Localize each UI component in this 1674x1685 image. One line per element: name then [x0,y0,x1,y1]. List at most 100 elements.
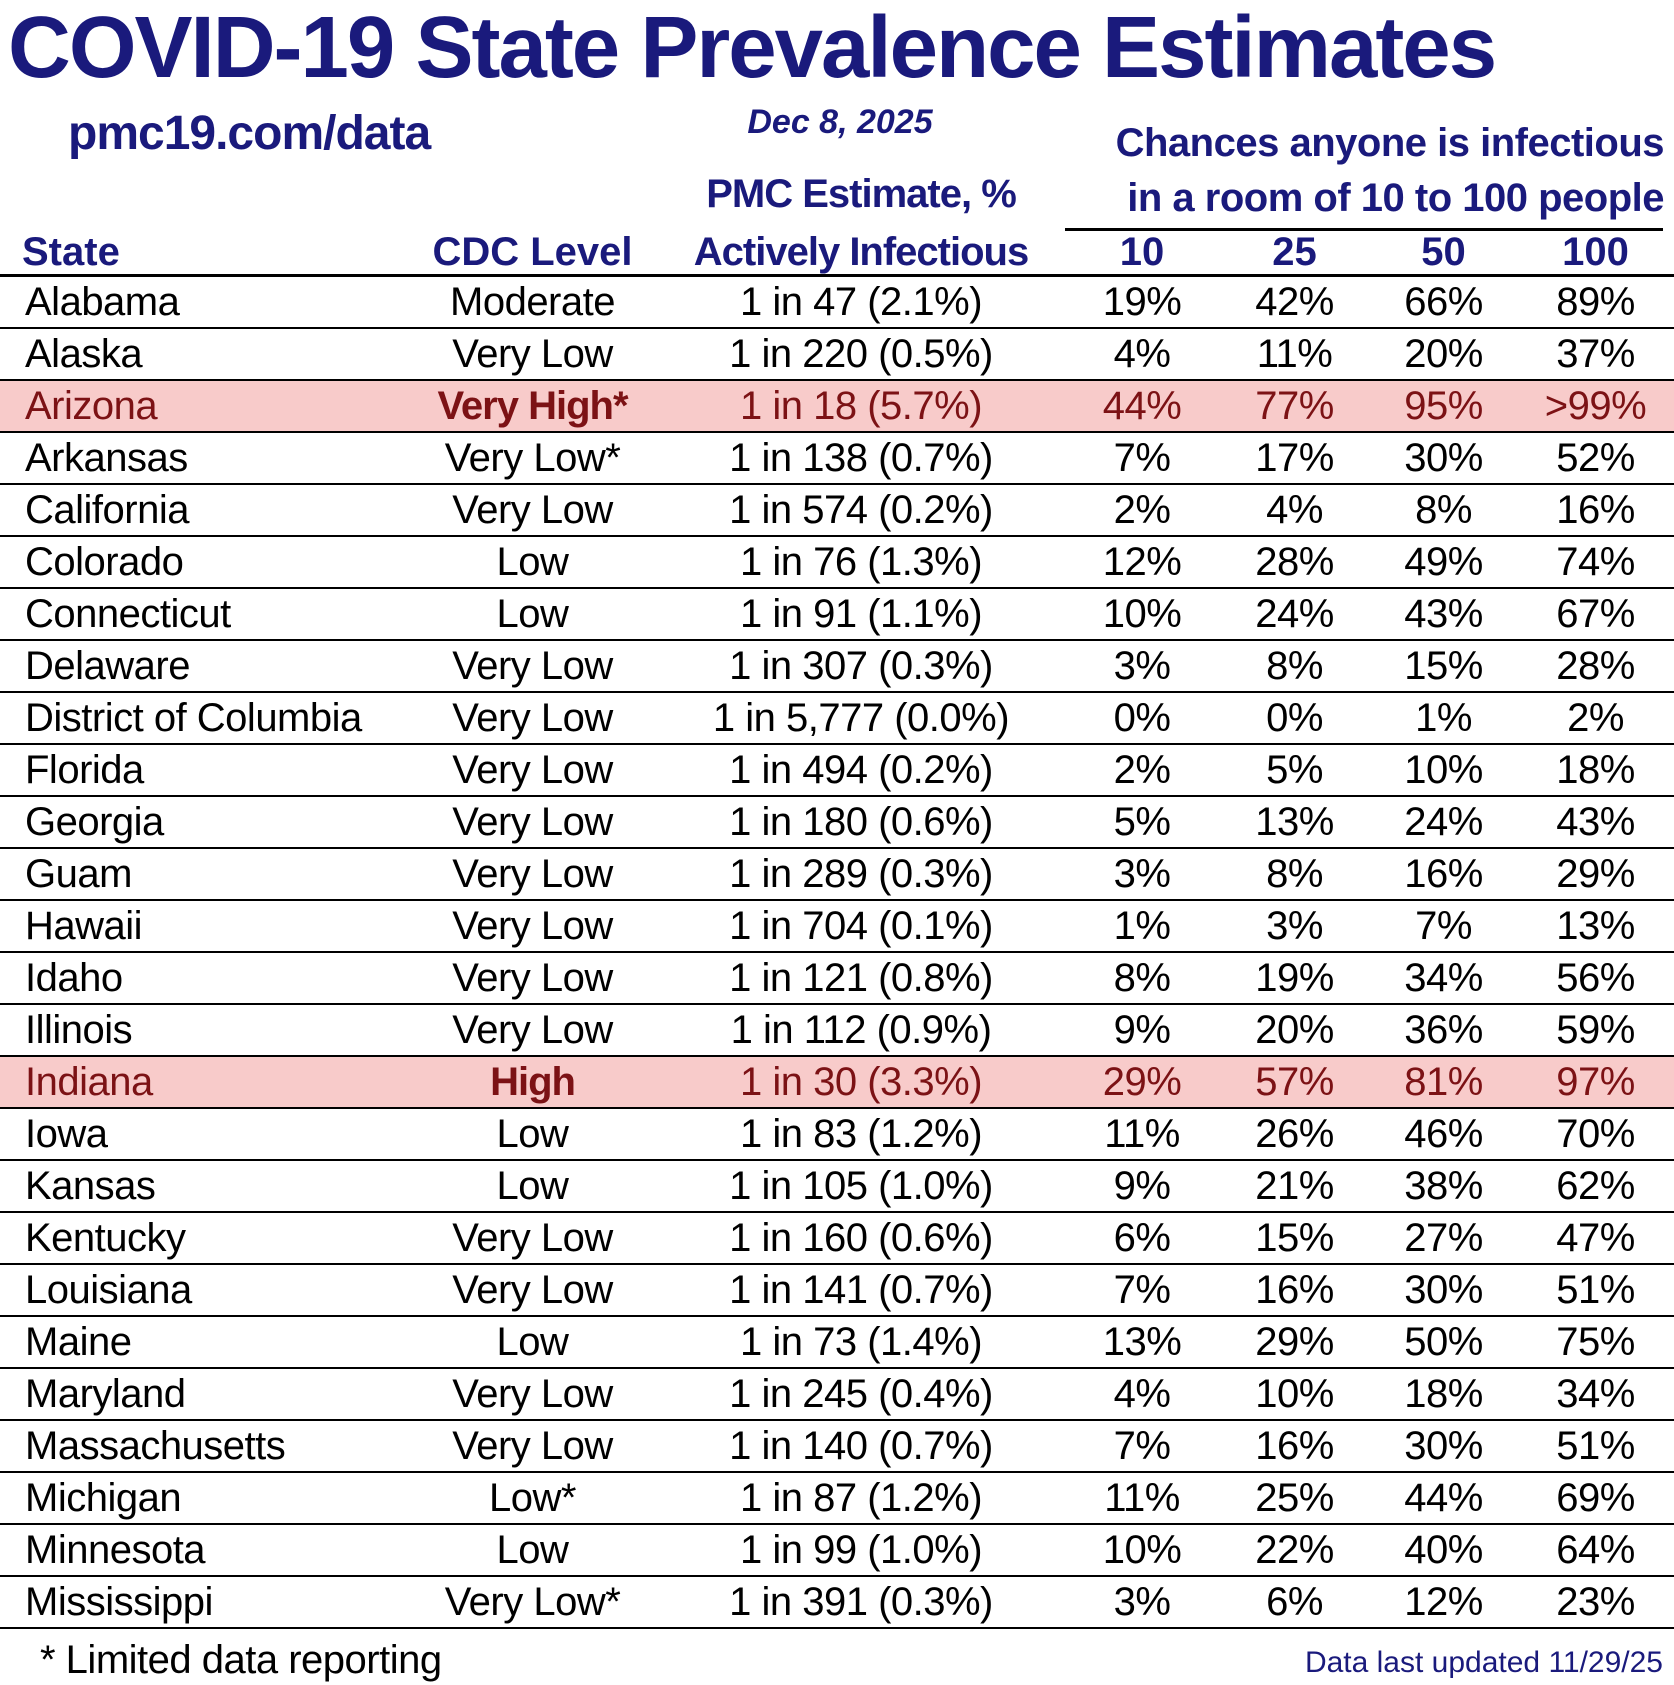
p50-cell: 44% [1404,1475,1483,1520]
p100-cell: 64% [1556,1527,1635,1572]
p50-cell: 10% [1404,747,1483,792]
room-size-header-underline [1065,228,1663,231]
table-row: Michigan Low* 1 in 87 (1.2%) 11% 25% 44% 69% [0,1473,1674,1525]
p50-cell: 49% [1404,539,1483,584]
p10-cell: 0% [1113,695,1171,740]
cdc-cell: Very High* [437,383,628,428]
cdc-cell: Very Low [452,695,613,740]
pmc-cell: 1 in 30 (3.3%) [739,1059,983,1104]
state-cell: Mississippi [25,1579,213,1624]
p25-cell: 15% [1255,1215,1334,1260]
p50-cell: 20% [1404,331,1483,376]
p10-cell: 29% [1102,1059,1182,1104]
state-cell: Florida [25,747,144,792]
cdc-cell: Very Low [452,487,613,532]
p10-cell: 7% [1113,1267,1171,1312]
p25-cell: 13% [1255,799,1334,844]
column-header-state: State [22,230,120,274]
table-row: California Very Low 1 in 574 (0.2%) 2% 4% 8% 1… [0,485,1674,537]
table-row: Delaware Very Low 1 in 307 (0.3%) 3% 8% 15% 28… [0,641,1674,693]
pmc-cell: 1 in 18 (5.7%) [739,383,983,428]
cdc-cell: Low [496,1319,569,1364]
p50-cell: 30% [1404,1423,1483,1468]
pmc-cell: 1 in 141 (0.7%) [729,1267,993,1312]
pmc-cell: 1 in 391 (0.3%) [729,1579,993,1624]
pmc-cell: 1 in 574 (0.2%) [729,487,993,532]
table-row: Hawaii Very Low 1 in 704 (0.1%) 1% 3% 7% 13% [0,901,1674,953]
p100-cell: 56% [1556,955,1635,1000]
p50-cell: 95% [1404,383,1483,428]
p10-cell: 7% [1113,1423,1171,1468]
p25-cell: 10% [1255,1371,1334,1416]
p10-cell: 7% [1113,435,1171,480]
p25-cell: 11% [1256,331,1333,376]
site-url: pmc19.com/data [68,107,431,160]
state-cell: Delaware [25,643,190,688]
p100-cell: 51% [1556,1423,1635,1468]
p100-cell: 67% [1556,591,1635,636]
pmc-cell: 1 in 289 (0.3%) [729,851,993,896]
cdc-cell: Very Low [452,1371,613,1416]
pmc-cell: 1 in 47 (2.1%) [739,279,983,324]
state-cell: Iowa [25,1111,108,1156]
cdc-cell: Very Low [452,1267,613,1312]
p50-cell: 38% [1404,1163,1483,1208]
p10-cell: 2% [1113,487,1171,532]
p10-cell: 19% [1102,279,1182,324]
cdc-cell: Low* [489,1475,576,1520]
cdc-cell: Low [496,1163,569,1208]
p50-cell: 30% [1404,1267,1483,1312]
p100-cell: 18% [1556,747,1635,792]
table-row: Maryland Very Low 1 in 245 (0.4%) 4% 10% 18% 3… [0,1369,1674,1421]
p50-cell: 50% [1404,1319,1483,1364]
p100-cell: 16% [1556,487,1635,532]
p50-cell: 66% [1404,279,1483,324]
table-row: Illinois Very Low 1 in 112 (0.9%) 9% 20% 36% 5… [0,1005,1674,1057]
state-cell: Illinois [25,1007,133,1052]
p10-cell: 3% [1113,1579,1171,1624]
p25-cell: 20% [1255,1007,1334,1052]
cdc-cell: Very Low [452,643,613,688]
p25-cell: 6% [1266,1579,1323,1624]
table-row: Georgia Very Low 1 in 180 (0.6%) 5% 13% 24% 43… [0,797,1674,849]
cdc-cell: Very Low [452,955,613,1000]
p100-cell: 37% [1556,331,1635,376]
cdc-cell: High [490,1059,576,1104]
p25-cell: 57% [1255,1059,1334,1104]
p50-cell: 30% [1404,435,1483,480]
cdc-cell: Low [496,539,569,584]
state-cell: Minnesota [25,1527,206,1572]
table-row: Kansas Low 1 in 105 (1.0%) 9% 21% 38% 62% [0,1161,1674,1213]
p10-cell: 10% [1102,591,1182,636]
p10-cell: 11% [1104,1111,1180,1156]
p10-cell: 6% [1113,1215,1171,1260]
pmc-cell: 1 in 99 (1.0%) [739,1527,983,1572]
table-row: Guam Very Low 1 in 289 (0.3%) 3% 8% 16% 29% [0,849,1674,901]
table-row: Kentucky Very Low 1 in 160 (0.6%) 6% 15% 27% 4… [0,1213,1674,1265]
p50-cell: 1% [1415,695,1472,740]
pmc-estimate-header-line1: PMC Estimate, % [706,172,1017,216]
cdc-cell: Very Low [452,799,613,844]
p10-cell: 9% [1113,1007,1171,1052]
state-cell: Maine [25,1319,132,1364]
state-cell: Arkansas [25,435,188,480]
pmc-cell: 1 in 76 (1.3%) [739,539,983,584]
pmc-cell: 1 in 307 (0.3%) [729,643,993,688]
p25-cell: 3% [1266,903,1323,948]
p100-cell: 75% [1556,1319,1635,1364]
table-row: Mississippi Very Low* 1 in 391 (0.3%) 3% 6% 1… [0,1577,1674,1629]
pmc-cell: 1 in 704 (0.1%) [729,903,993,948]
p100-cell: 29% [1556,851,1635,896]
room-size-header: Chances anyone is infectious in a room o… [1065,116,1665,226]
prevalence-table: Alabama Moderate 1 in 47 (2.1%) 19% 42% 66% 89… [0,277,1674,1629]
p10-cell: 4% [1113,1371,1171,1416]
cdc-cell: Very Low [452,851,613,896]
cdc-cell: Very Low [452,1215,613,1260]
column-header-room-50: 50 [1421,230,1466,274]
p10-cell: 4% [1113,331,1171,376]
pmc-cell: 1 in 83 (1.2%) [739,1111,983,1156]
p10-cell: 44% [1102,383,1182,428]
state-cell: Michigan [25,1475,182,1520]
p25-cell: 42% [1255,279,1334,324]
p50-cell: 27% [1404,1215,1483,1260]
